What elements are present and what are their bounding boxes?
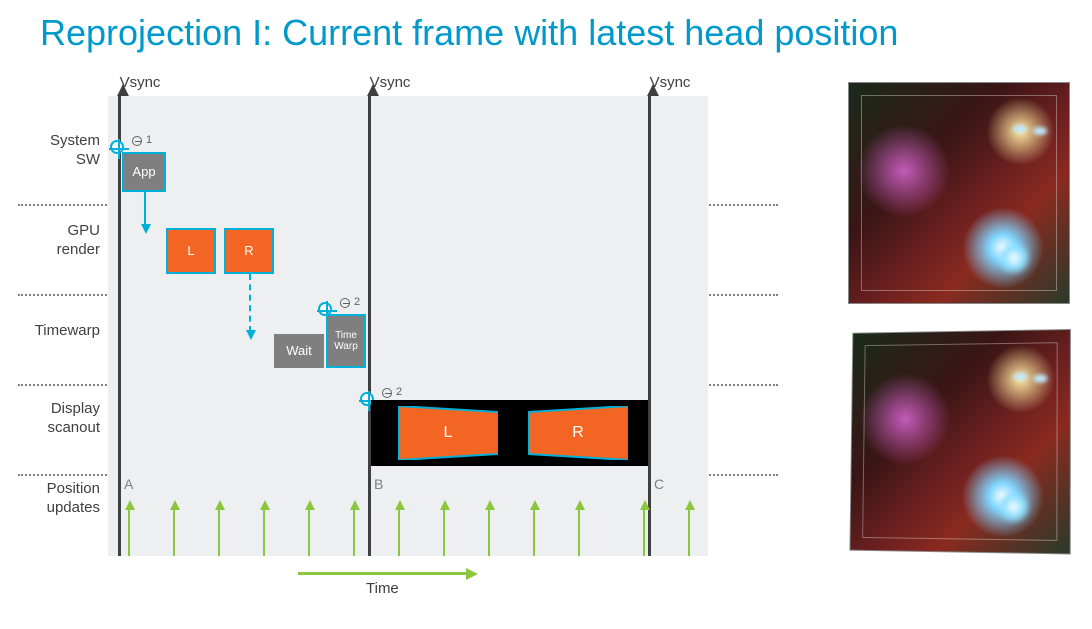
position-arrow-icon [263,508,265,556]
row-label-system-sw: SystemSW [18,132,100,170]
minus-icon [340,298,350,308]
vsync-label: Vsync [370,74,411,91]
row-label-position-updates: Positionupdates [18,480,100,518]
scanout-left-eye: L [398,406,498,460]
app-box: App [122,152,166,192]
gpu-left-box: L [166,228,216,274]
connector-app-to-gpu [144,192,146,226]
scanout-right-label: R [572,424,584,442]
frame-label-c: C [654,476,664,492]
time-axis-arrow [298,572,468,575]
position-arrow-icon [353,508,355,556]
vsync-line-c [648,96,651,556]
row-label-display-scanout: Displayscanout [18,400,100,438]
minus-icon [132,136,142,146]
scanout-right-eye: R [528,406,628,460]
minus-icon [382,388,392,398]
position-arrow-icon [688,508,690,556]
row-label-timewarp: Timewarp [18,322,100,341]
page-title: Reprojection I: Current frame with lates… [40,12,898,54]
position-arrow-icon [533,508,535,556]
scanout-left-label: L [444,424,453,442]
time-axis-label: Time [366,580,399,597]
position-arrow-icon [488,508,490,556]
vsync-line-a [118,96,121,556]
rendered-frame-image [848,82,1070,304]
row-label-gpu-render: GPUrender [18,222,100,260]
marker-number: 2 [354,296,360,308]
inner-frame-overlay [861,95,1057,291]
marker-number: 2 [396,386,402,398]
frame-label-a: A [124,476,133,492]
position-arrow-icon [578,508,580,556]
timing-diagram: SystemSW GPUrender Timewarp Displayscano… [18,72,778,592]
vsync-label: Vsync [650,74,691,91]
plot-area: Vsync Vsync Vsync A B C App L R Wait Tim… [108,96,708,556]
position-arrow-icon [128,508,130,556]
warped-frame-image [848,330,1070,560]
position-arrow-icon [308,508,310,556]
position-update-arrows [108,496,708,556]
position-arrow-icon [643,508,645,556]
pose-marker-icon [318,302,332,316]
vsync-label: Vsync [120,74,161,91]
gpu-right-box: R [224,228,274,274]
vsync-line-b [368,96,371,556]
marker-number: 1 [146,134,152,146]
wait-box: Wait [274,334,324,368]
position-arrow-icon [218,508,220,556]
inner-frame-overlay [862,342,1058,541]
connector-gpu-to-wait [249,274,251,332]
position-arrow-icon [173,508,175,556]
pose-marker-icon [110,140,124,154]
position-arrow-icon [398,508,400,556]
frame-label-b: B [374,476,383,492]
timewarp-box: Time Warp [326,314,366,368]
position-arrow-icon [443,508,445,556]
